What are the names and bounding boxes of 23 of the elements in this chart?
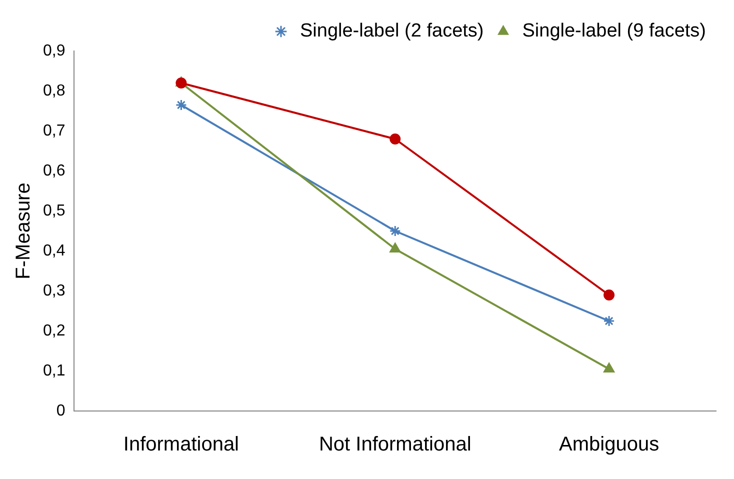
y-axis-title: F-Measure — [12, 182, 35, 280]
point — [175, 99, 187, 111]
y-tick-label: 0,8 — [42, 82, 66, 100]
point — [390, 134, 401, 144]
y-tick-label: 0,5 — [42, 202, 66, 220]
y-tick-label: 0,4 — [42, 242, 66, 260]
point — [604, 290, 615, 300]
y-tick-label: 0,6 — [42, 162, 66, 180]
x-tick-label: Not Informational — [318, 434, 472, 456]
legend-label: Single-label (9 facets) — [522, 20, 706, 42]
y-tick-label: 0,1 — [42, 362, 66, 380]
x-tick-label: Ambiguous — [559, 434, 660, 456]
point — [603, 315, 615, 327]
x-tick-label: Informational — [123, 434, 240, 456]
y-tick-label: 0 — [56, 402, 66, 420]
y-tick-label: 0,9 — [42, 42, 66, 60]
y-tick-label: 0,2 — [42, 322, 66, 340]
y-tick-label: 0,3 — [42, 282, 66, 300]
legend-label: Single-label (2 facets) — [300, 20, 484, 42]
point — [389, 242, 401, 252]
point — [603, 362, 615, 372]
y-tick-label: 0,7 — [42, 122, 66, 140]
point — [389, 225, 401, 237]
